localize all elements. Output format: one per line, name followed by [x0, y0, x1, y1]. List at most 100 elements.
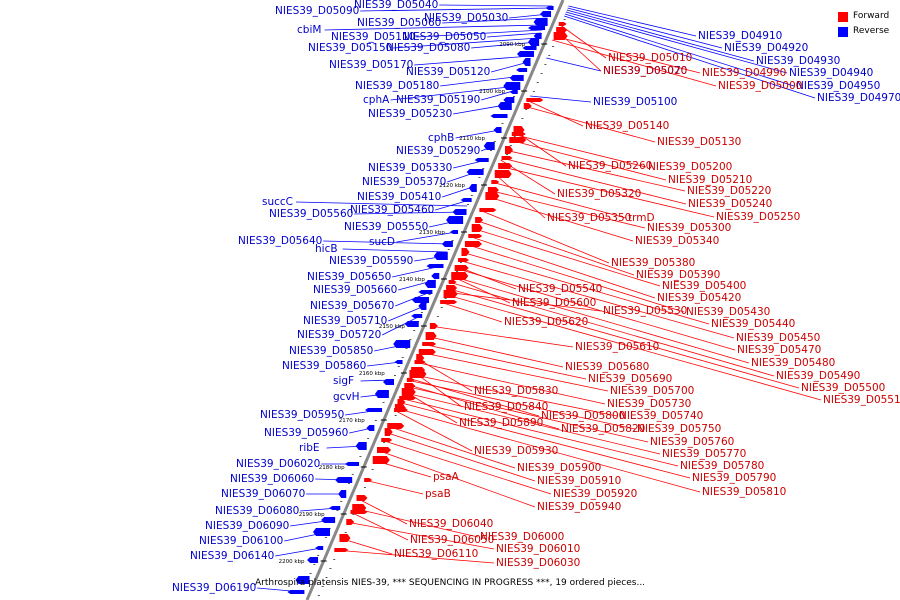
forward-gene-arrow	[471, 224, 483, 232]
reverse-gene-arrow	[355, 442, 367, 450]
forward-connector	[334, 549, 495, 564]
forward-gene-arrow	[475, 217, 484, 223]
forward-connector	[551, 39, 717, 87]
axis-dot	[317, 555, 320, 556]
forward-gene-arrow	[414, 360, 426, 364]
forward-gene-label: NIES39_D05390	[636, 269, 720, 281]
scale-tick-label: 2200 kbp	[279, 559, 305, 565]
forward-connector	[448, 281, 775, 377]
reverse-gene-arrow	[450, 230, 459, 234]
reverse-gene-label: NIES39_D04950	[796, 80, 880, 92]
reverse-gene-label: cphA	[363, 94, 390, 106]
reverse-gene-label: NIES39_D05180	[355, 80, 439, 92]
forward-gene-label: NIES39_D05920	[553, 488, 637, 500]
forward-gene-arrow	[401, 388, 416, 396]
reverse-gene-label: cphB	[428, 132, 454, 144]
reverse-gene-label: NIES39_D05670	[310, 300, 394, 312]
axis-dot	[329, 568, 332, 569]
forward-gene-label: NIES39_D05900	[517, 462, 601, 474]
reverse-gene-label: NIES39_D05040	[354, 0, 438, 11]
forward-gene-label: NIES39_D06050	[410, 534, 494, 546]
forward-gene-label: NIES39_D05830	[474, 385, 558, 397]
forward-gene-arrow	[461, 248, 470, 256]
axis-dot	[340, 501, 343, 502]
reverse-connector	[530, 95, 592, 103]
forward-gene-label: NIES39_D05260	[568, 160, 652, 172]
scale-tick-label: 2190 kbp	[299, 512, 325, 518]
reverse-gene-label: NIES39_D05950	[260, 409, 344, 421]
reverse-gene-label: ribE	[299, 442, 320, 454]
forward-connector	[509, 139, 667, 181]
reverse-gene-arrow	[418, 302, 427, 310]
reverse-gene-arrow	[503, 97, 515, 103]
forward-gene-arrow	[454, 265, 469, 271]
reverse-gene-arrow	[509, 90, 518, 94]
axis-dot	[490, 150, 492, 151]
forward-gene-arrow	[334, 548, 349, 552]
forward-gene-label: NIES39_D05240	[688, 198, 772, 210]
axis-dot	[352, 514, 355, 515]
forward-gene-arrow	[526, 98, 544, 102]
forward-gene-label: NIES39_D05400	[662, 280, 746, 292]
forward-connector	[464, 243, 685, 313]
scale-tick-label: 2170 kbp	[339, 418, 365, 424]
forward-gene-label: NIES39_D05740	[619, 410, 703, 422]
forward-gene-label: NIES39_D05750	[637, 423, 721, 435]
reverse-gene-arrow	[466, 169, 484, 175]
axis-dot	[382, 402, 385, 403]
forward-gene-label: NIES39_D05820	[561, 423, 645, 435]
reverse-gene-label: NIES39_D05410	[357, 191, 441, 203]
axis-dot	[444, 298, 447, 299]
forward-gene-label: NIES39_D05480	[751, 357, 835, 369]
forward-gene-arrow	[487, 187, 499, 193]
reverse-gene-label: NIES39_D04970	[817, 92, 900, 104]
legend-reverse-label: Reverse	[853, 26, 890, 36]
axis-dot	[413, 330, 416, 331]
reverse-gene-arrow	[516, 51, 534, 57]
reverse-connector	[395, 291, 431, 307]
reverse-gene-label: NIES39_D05150	[308, 42, 392, 54]
forward-connector	[494, 173, 546, 219]
axis-dot	[513, 96, 516, 97]
reverse-gene-label: NIES39_D04940	[789, 67, 873, 79]
forward-gene-arrow	[387, 423, 405, 429]
forward-connector	[356, 497, 408, 525]
reverse-gene-arrow	[522, 46, 537, 50]
axis-dot	[401, 357, 404, 358]
reverse-gene-label: NIES39_D04910	[698, 30, 782, 42]
reverse-swatch	[838, 26, 848, 37]
axis-dot	[309, 573, 312, 574]
forward-gene-arrow	[418, 349, 436, 355]
reverse-connector	[567, 7, 723, 49]
axis-dot	[325, 577, 328, 578]
reverse-gene-label: sigF	[333, 375, 354, 387]
reverse-gene-label: NIES39_D05370	[362, 176, 446, 188]
reverse-gene-label: succC	[262, 196, 293, 208]
reverse-gene-arrow	[404, 321, 419, 327]
forward-gene-label: NIES39_D05890	[459, 417, 543, 429]
reverse-gene-arrow	[468, 184, 477, 192]
forward-connector	[471, 227, 661, 287]
reverse-gene-label: NIES39_D06070	[221, 488, 305, 500]
forward-connector	[487, 189, 646, 229]
reverse-gene-arrow	[418, 290, 433, 294]
axis-dot	[478, 177, 481, 178]
axis-dot	[436, 316, 439, 317]
forward-gene-label: NIES39_D05680	[565, 361, 649, 373]
reverse-connector	[396, 231, 457, 243]
forward-gene-label: NIES39_D05250	[716, 211, 800, 223]
reverse-gene-arrow	[545, 6, 554, 10]
axis-dot	[324, 537, 327, 538]
reverse-gene-label: NIES39_D05860	[282, 360, 366, 372]
genome-axis	[305, 0, 565, 600]
reverse-gene-label: NIES39_D05650	[307, 271, 391, 283]
reverse-gene-arrow	[441, 241, 453, 247]
axis-dot	[536, 82, 539, 83]
reverse-gene-label: NIES39_D05640	[238, 235, 322, 247]
forward-connector	[404, 385, 649, 443]
reverse-gene-arrow	[315, 546, 324, 550]
forward-gene-label: NIES39_D05610	[575, 341, 659, 353]
forward-gene-label: NIES39_D05200	[648, 161, 732, 173]
reverse-gene-label: NIES39_D05050	[402, 31, 486, 43]
axis-dot	[344, 532, 347, 533]
